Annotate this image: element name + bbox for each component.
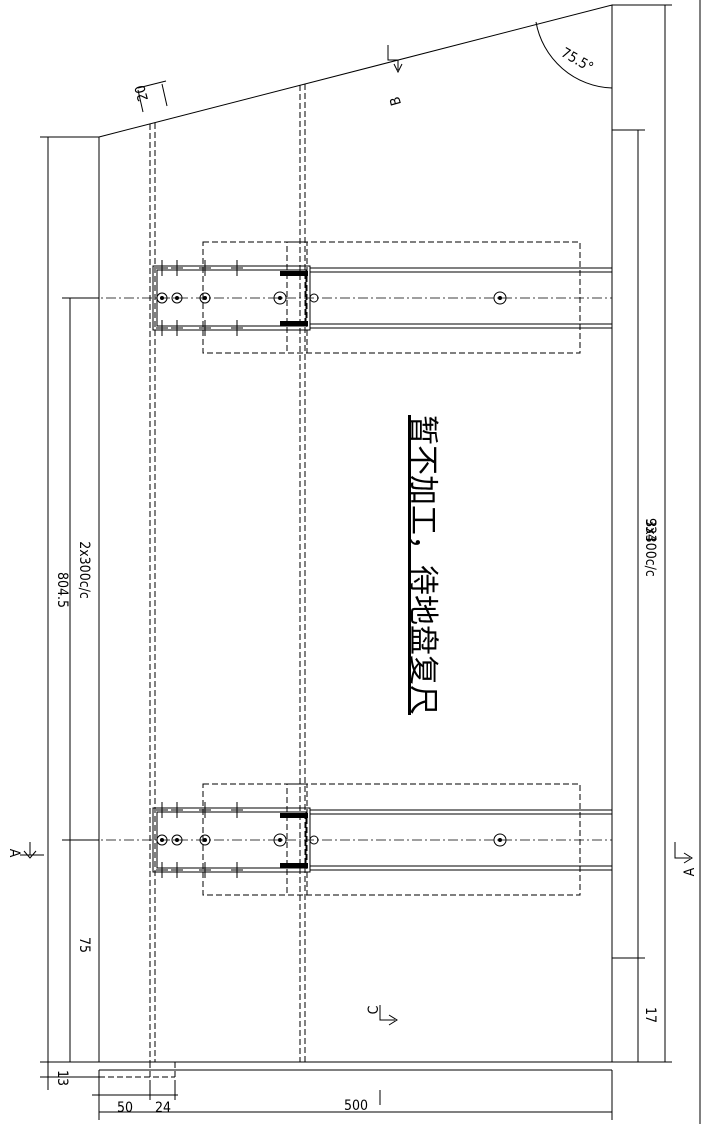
section-label: A [682,867,698,876]
anchor [231,320,243,336]
anchor [231,862,243,878]
dim-label: 934 [642,518,658,542]
section-label: A [6,849,22,858]
anchor [156,320,168,336]
bolt-groups [70,241,612,896]
anchor [199,802,211,818]
bolt-hole [493,833,507,847]
plate-outline [98,4,613,1063]
plate-outline [286,783,308,896]
anchor [199,320,211,336]
plate-outline [202,241,581,354]
plate-outline [286,241,308,354]
anchor [171,802,183,818]
bolt-center [203,296,207,300]
bolt-center [175,296,179,300]
bolt-hole [156,292,168,304]
dim-label: 75 [76,937,92,953]
anchor [156,862,168,878]
section-marks [20,45,693,1105]
note: 暂不加工，待地盘复尺 [405,415,440,715]
dim-label: 3x300c/c [642,519,658,577]
bolt-hole [273,833,287,847]
dim-label: 2x300c/c [76,541,92,599]
anchor [199,260,211,276]
bolt-center [498,838,502,842]
dim-label: 13 [54,1070,70,1086]
bolt-hole [309,293,319,303]
anchor [156,802,168,818]
dim-label: 24 [155,1100,171,1116]
dim-label: 75.5° [558,45,596,76]
section-label: C [366,1005,382,1014]
dim-label: 500 [344,1098,368,1114]
bolt-center [278,296,282,300]
anchor [171,320,183,336]
bolt-hole [171,292,183,304]
weld [280,321,308,326]
dim-label: 804.5 [54,572,70,608]
anchor [199,862,211,878]
bolt-center [278,838,282,842]
labels: 20 75.5° 804.5 2x300c/c 75 934 3x300c/c … [6,45,698,1116]
weld [280,271,308,276]
bolt-hole [309,835,319,845]
bolt-hole [199,834,211,846]
bolt-hole [199,292,211,304]
anchor [171,260,183,276]
bolt-center [160,838,164,842]
bolt-hole [156,834,168,846]
anchor [231,260,243,276]
bolt-center [203,838,207,842]
bolt-center [175,838,179,842]
bolt-hole [171,834,183,846]
bolt-center [160,296,164,300]
weld [280,813,308,818]
dim-label: 50 [117,1100,133,1116]
weld [280,863,308,868]
section-label: B [387,95,405,107]
dim-label: 17 [642,1007,658,1023]
anchor [231,802,243,818]
anchor [171,862,183,878]
dim-label: 20 [132,83,152,103]
plate [98,4,613,1082]
anchor [156,260,168,276]
dimensions [40,0,701,1124]
bolt-hole [273,291,287,305]
plate-outline [202,783,581,896]
bolt-center [498,296,502,300]
bolt-hole [493,291,507,305]
